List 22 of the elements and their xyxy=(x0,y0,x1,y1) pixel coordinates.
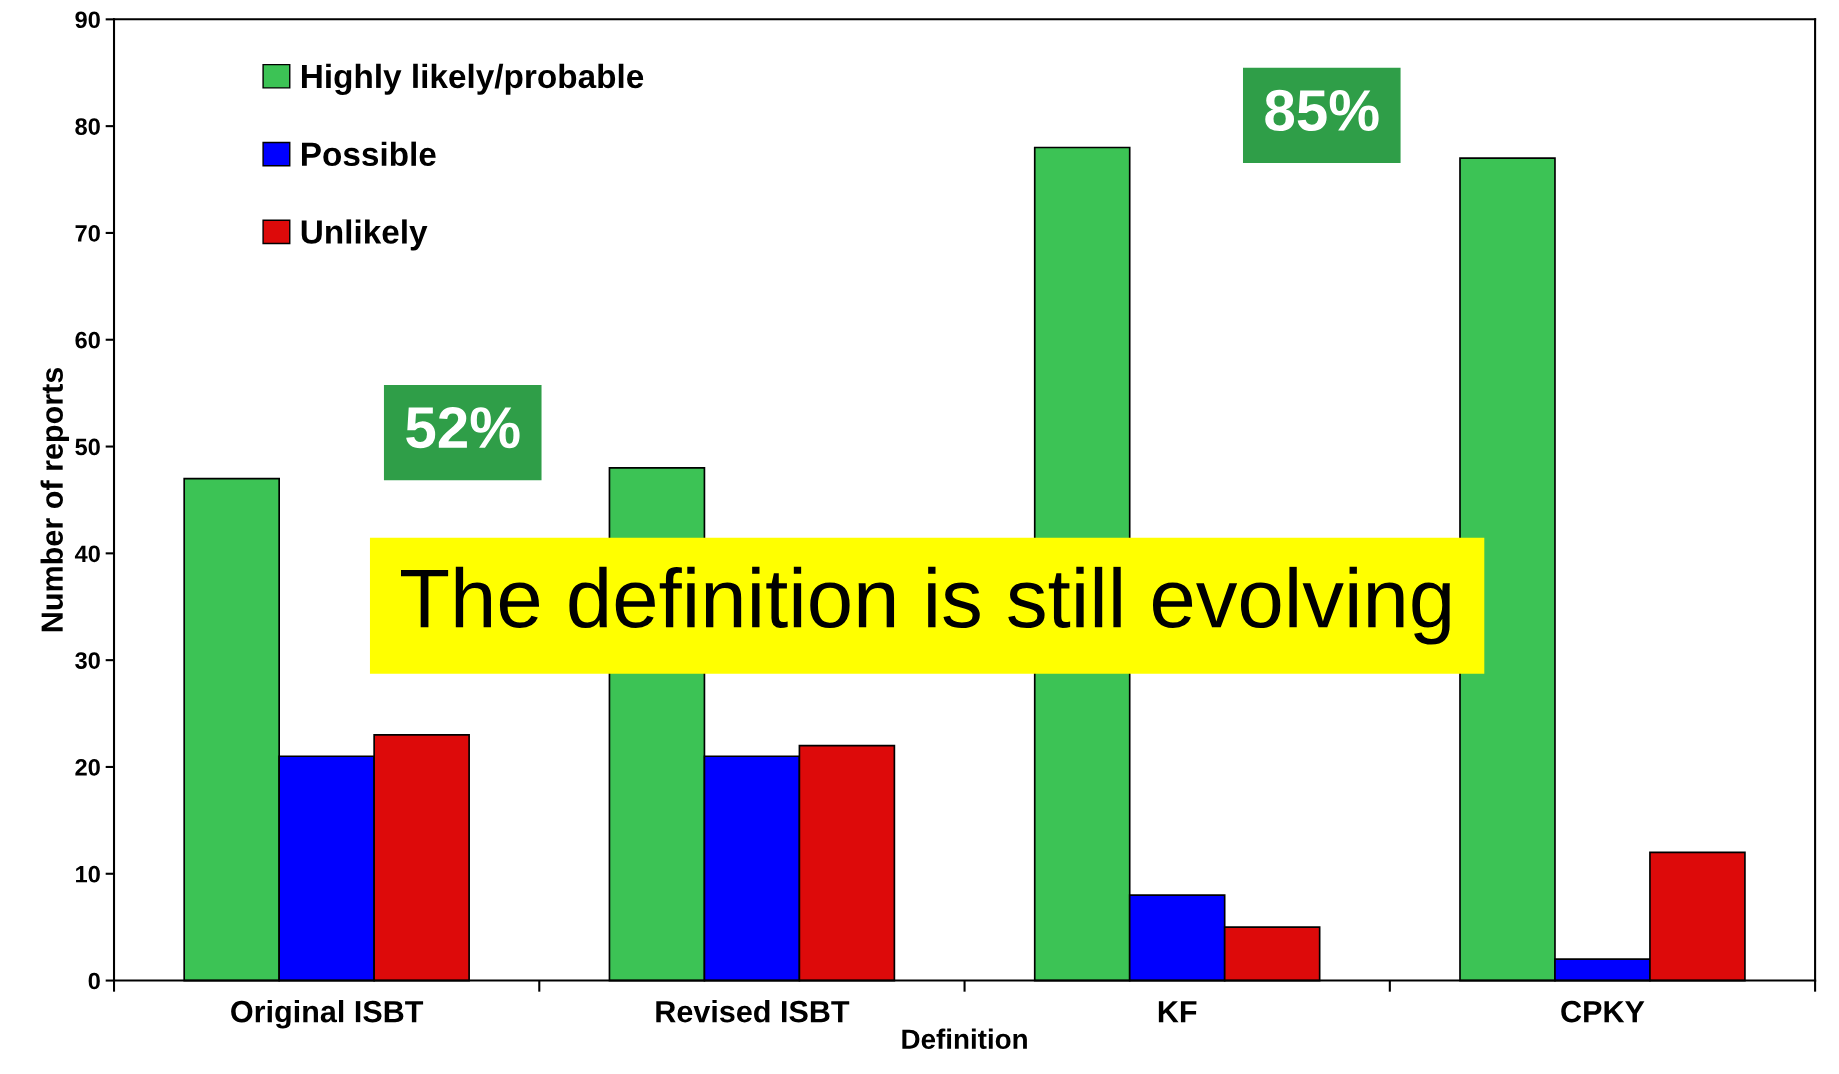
y-tick-label: 0 xyxy=(88,972,100,990)
y-tick-label: 50 xyxy=(75,438,100,456)
legend-label: Highly likely/probable xyxy=(301,63,644,95)
y-axis-title: Number of reports xyxy=(40,367,70,632)
y-tick-label: 70 xyxy=(75,225,100,242)
y-tick-label: 20 xyxy=(75,759,100,776)
x-tick-label: CPKY xyxy=(1561,1000,1645,1023)
y-tick-label: 60 xyxy=(75,331,100,349)
annotation: 52% xyxy=(406,407,520,449)
annotation: The definition is still evolving xyxy=(401,566,1450,645)
legend-label: Unlikely xyxy=(301,219,428,251)
y-tick-label: 40 xyxy=(74,545,100,563)
legend-label: Possible xyxy=(301,141,436,167)
x-tick-label: Original ISBT xyxy=(231,1000,424,1029)
y-tick-label: 90 xyxy=(75,11,100,29)
x-tick-label: KF xyxy=(1158,1001,1197,1023)
annotation: 85% xyxy=(1265,89,1379,132)
y-tick-label: 10 xyxy=(76,865,100,883)
x-axis-title: Definition xyxy=(902,1028,1027,1050)
y-tick-label: 80 xyxy=(75,118,100,135)
y-tick-label: 30 xyxy=(75,652,100,669)
x-tick-label: Revised ISBT xyxy=(656,1000,850,1023)
